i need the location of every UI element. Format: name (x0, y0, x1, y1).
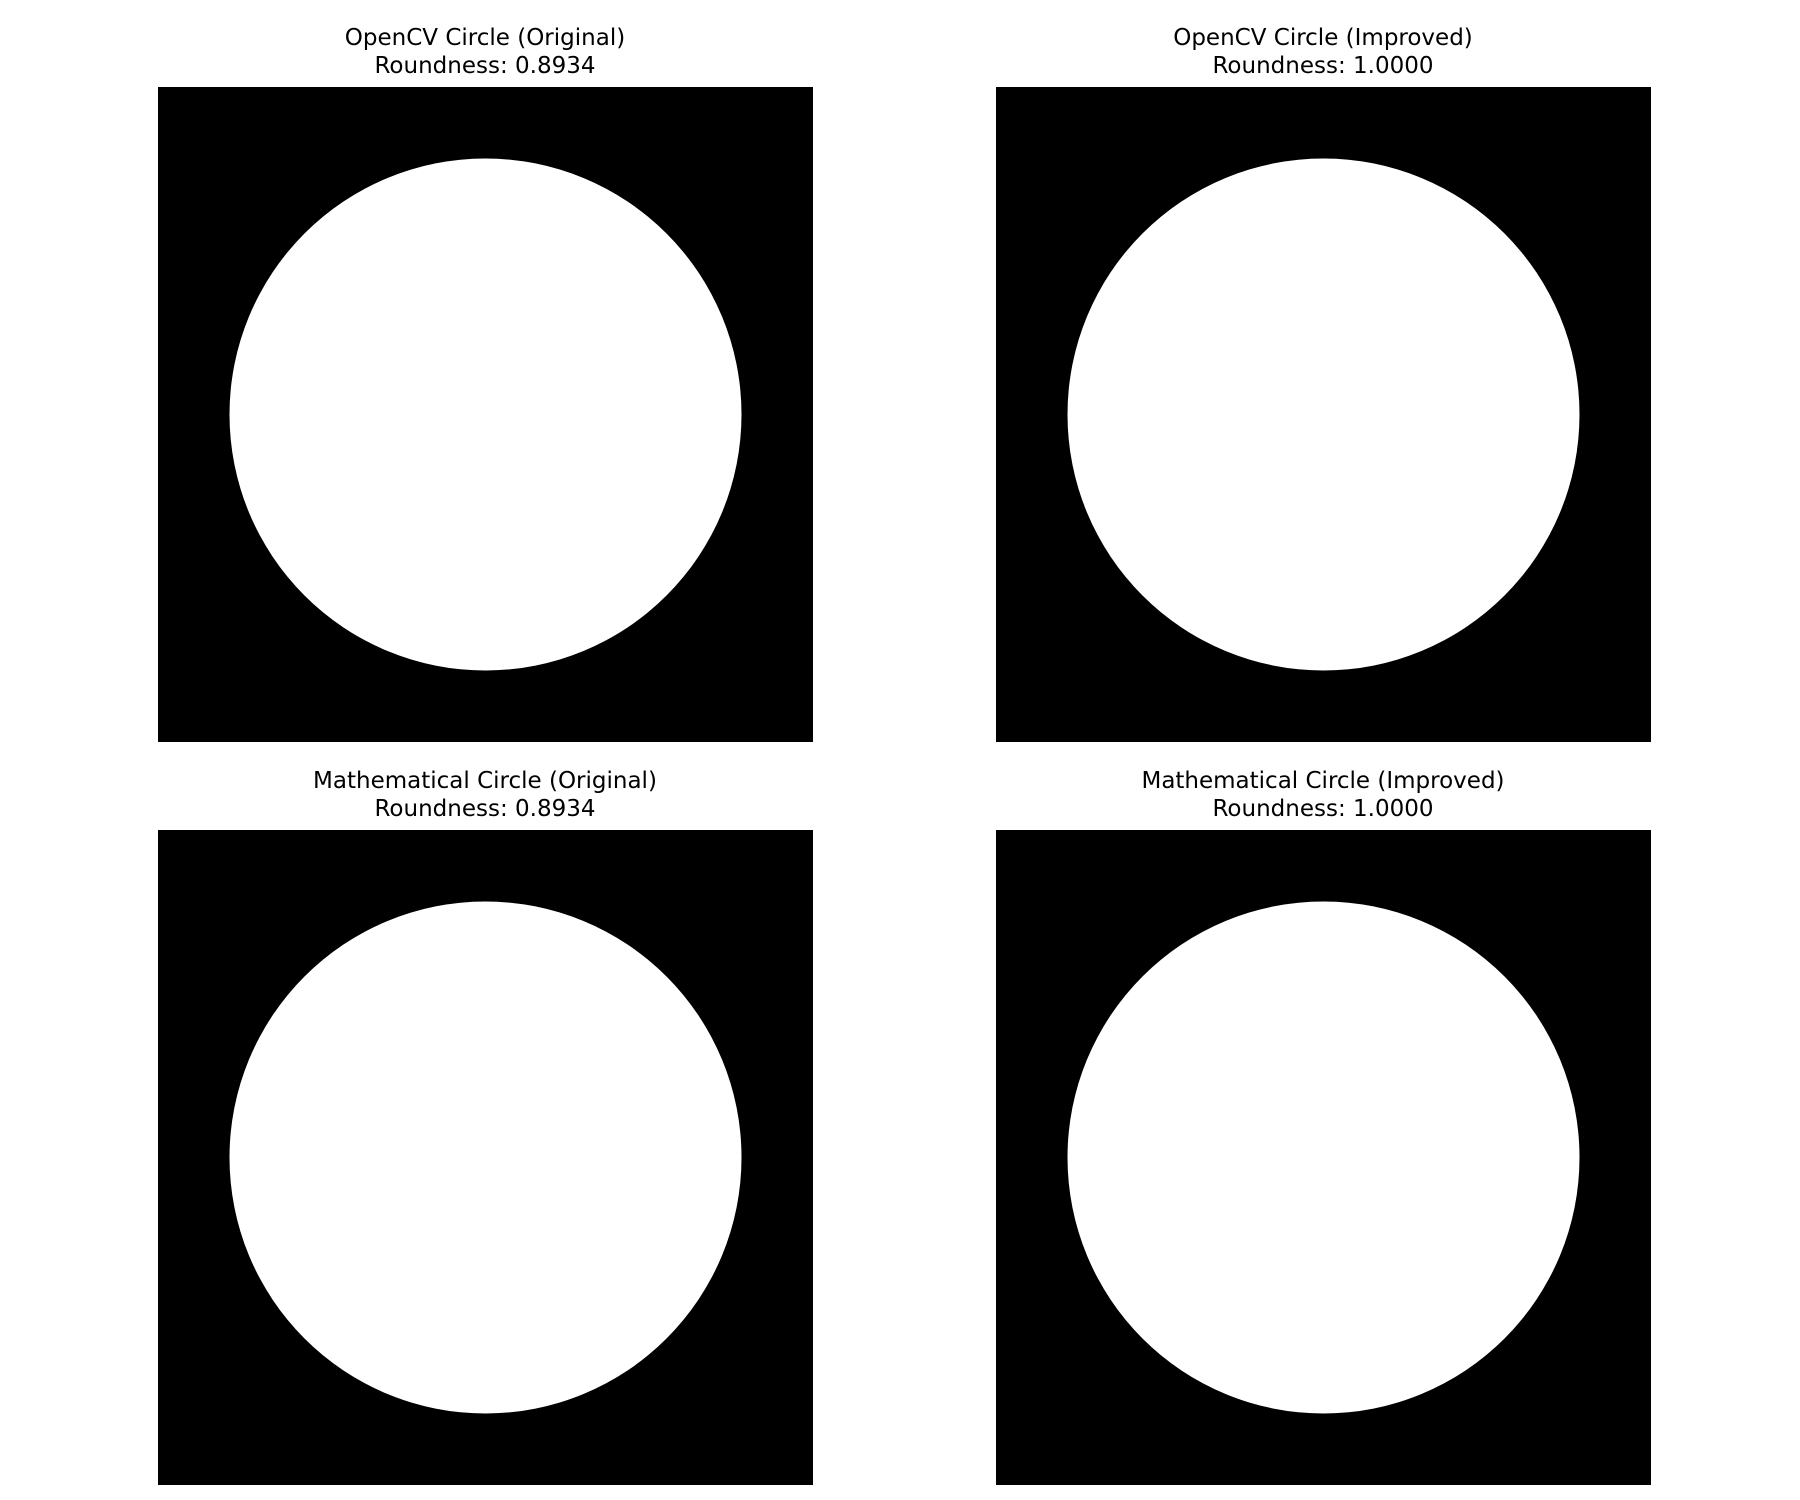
panel-title: OpenCV Circle (Original) Roundness: 0.89… (135, 24, 835, 80)
circle-image-svg (158, 87, 813, 742)
panel-title: OpenCV Circle (Improved) Roundness: 1.00… (973, 24, 1673, 80)
panel-title-line: Mathematical Circle (Improved) (1141, 768, 1505, 794)
panel-title-line: OpenCV Circle (Improved) (1173, 25, 1473, 51)
circle-image (158, 830, 813, 1485)
panel-roundness-label: Roundness: 0.8934 (374, 53, 596, 79)
circle-image-svg (158, 830, 813, 1485)
panel-title-line: Mathematical Circle (Original) (313, 768, 657, 794)
white-circle (229, 158, 742, 671)
white-circle (1067, 158, 1580, 671)
panel-roundness-label: Roundness: 0.8934 (374, 796, 596, 822)
panel-title: Mathematical Circle (Original) Roundness… (135, 767, 835, 823)
panel-title-line: OpenCV Circle (Original) (344, 25, 626, 51)
panel-title: Mathematical Circle (Improved) Roundness… (973, 767, 1673, 823)
panel-roundness-label: Roundness: 1.0000 (1212, 796, 1434, 822)
circle-image-svg (996, 830, 1651, 1485)
circle-image (996, 87, 1651, 742)
circle-image-svg (996, 87, 1651, 742)
white-circle (1067, 901, 1580, 1414)
circle-image (996, 830, 1651, 1485)
circle-image (158, 87, 813, 742)
panel-roundness-label: Roundness: 1.0000 (1212, 53, 1434, 79)
white-circle (229, 901, 742, 1414)
